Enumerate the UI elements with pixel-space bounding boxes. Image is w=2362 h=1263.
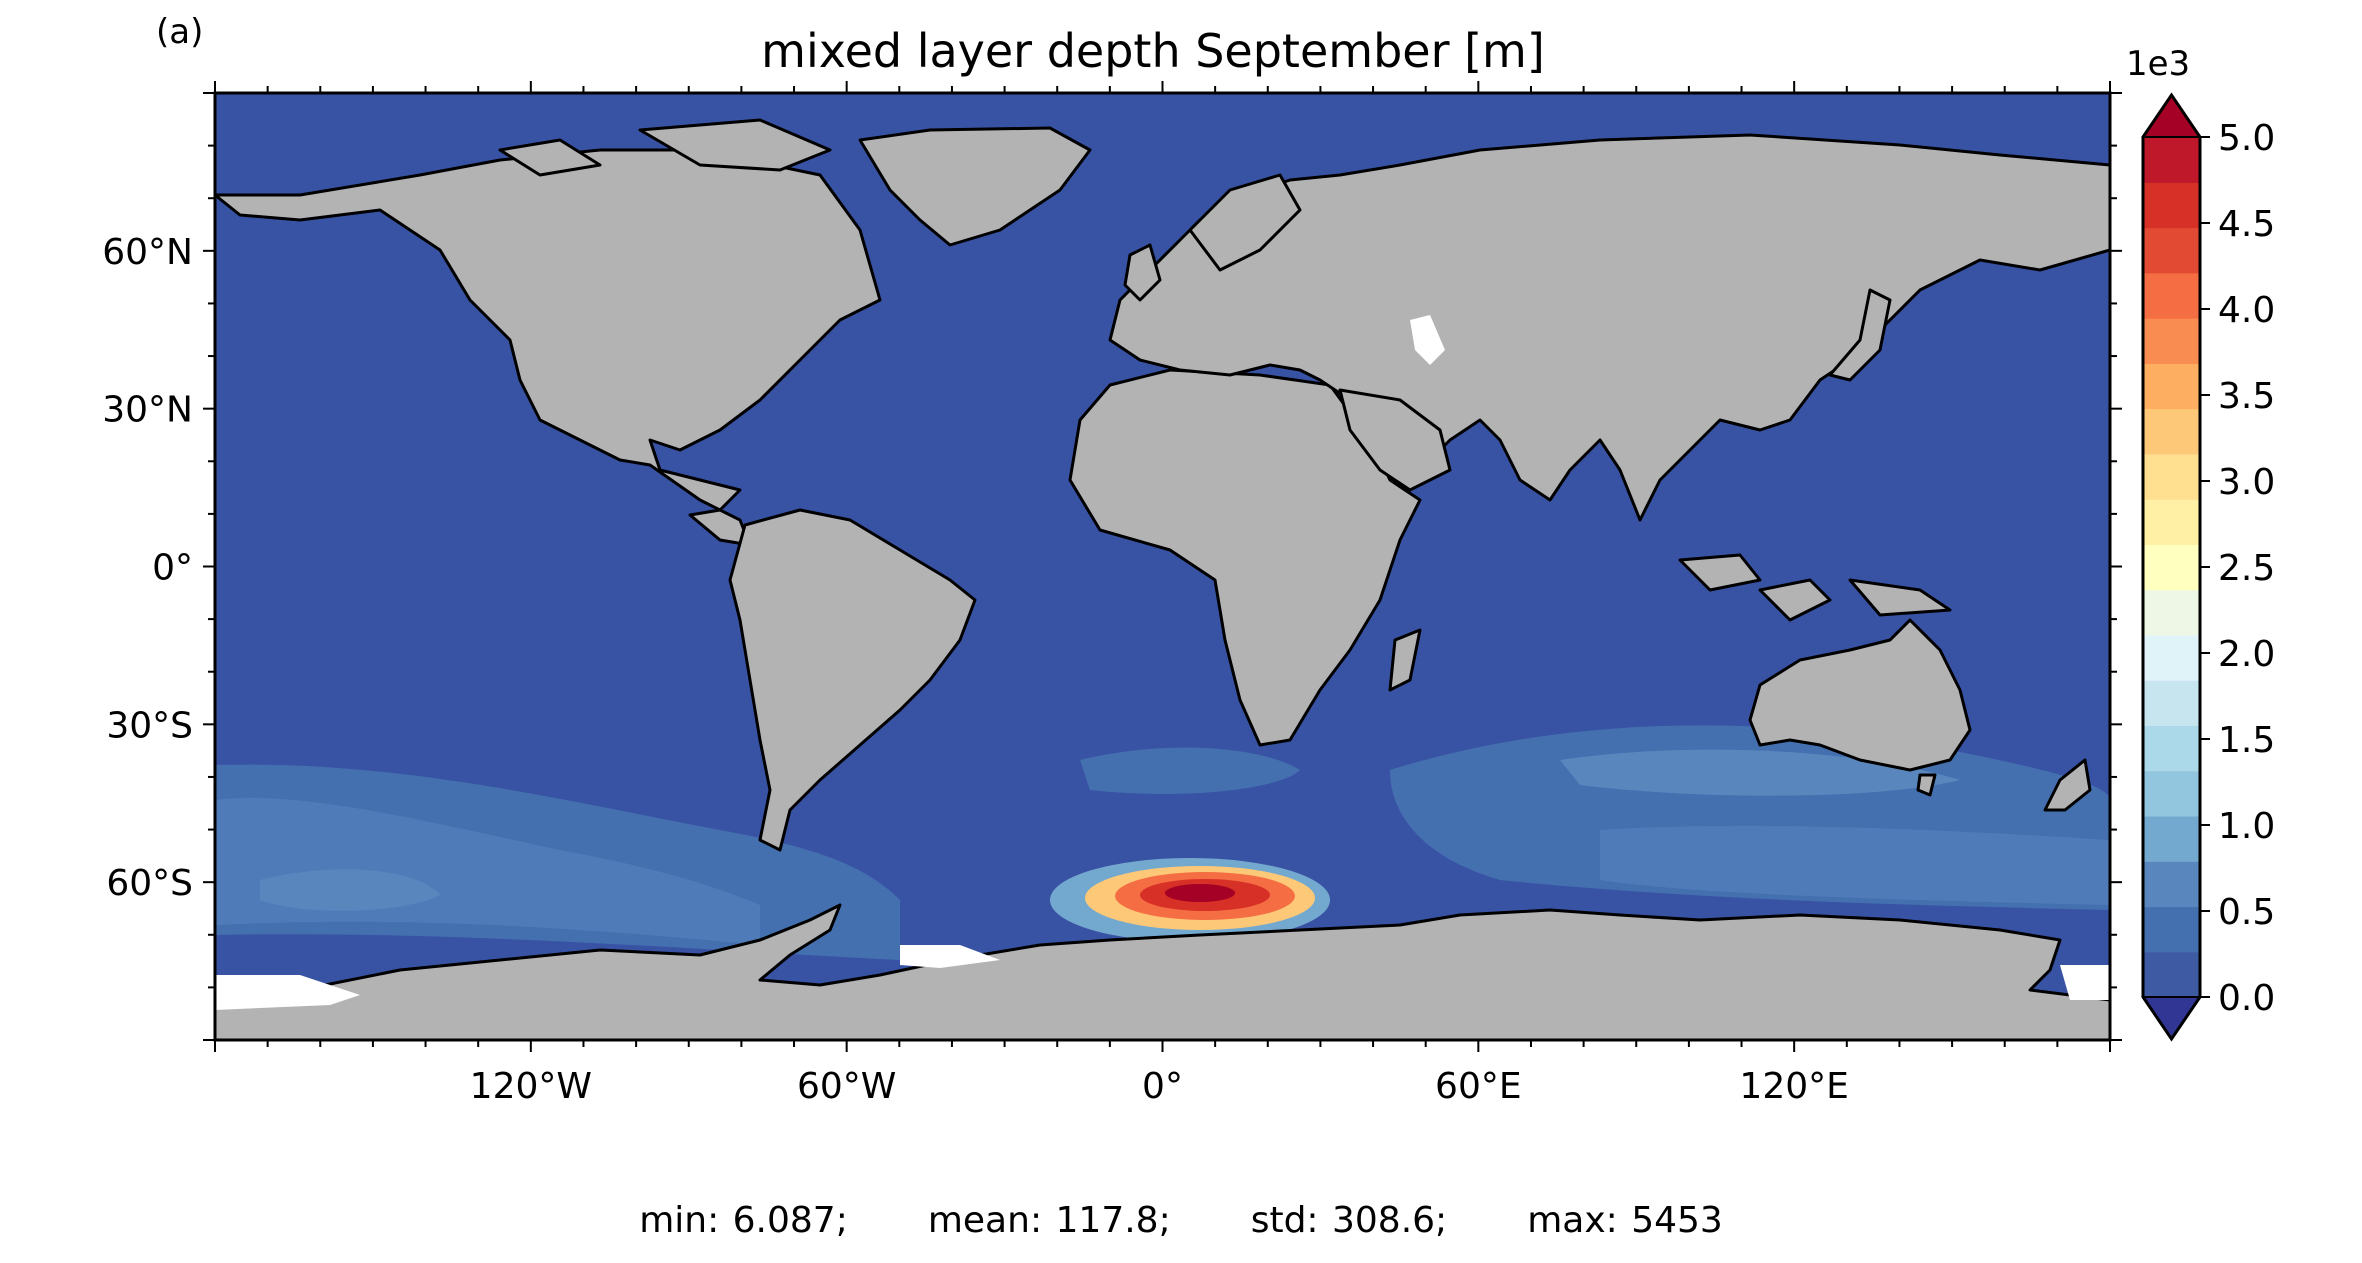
colorbar-segment — [2143, 634, 2200, 681]
colorbar-tick-label: 3.5 — [2218, 376, 2275, 417]
colorbar-segment — [2143, 725, 2200, 772]
lon-tick-label: 0° — [1142, 1066, 1183, 1107]
lat-tick-label: 30°S — [106, 705, 193, 746]
panel-label: (a) — [156, 12, 204, 52]
colorbar-segment — [2143, 906, 2200, 953]
colorbar-tick-label: 4.0 — [2218, 290, 2275, 331]
antarctica — [215, 903, 2110, 1040]
land-masses — [215, 118, 2110, 1040]
lon-tick-label: 60°E — [1435, 1066, 1522, 1107]
north-america — [215, 148, 882, 547]
stat-std: std: 308.6; — [1250, 1200, 1448, 1241]
colorbar-extend-min — [2141, 996, 2202, 1041]
colorbar-tick-label: 3.0 — [2218, 462, 2275, 503]
sea-ice-gaps — [215, 315, 2110, 1010]
weddell-sea-hotspot — [1050, 858, 1330, 942]
greenland — [858, 126, 1092, 247]
colorbar-segment — [2143, 770, 2200, 817]
colorbar-segment — [2143, 137, 2200, 183]
map-title: mixed layer depth September [m] — [761, 24, 1545, 78]
axis-ticks: 120°W 60°W 0° 60°E 120°E 60°N 30°N 0° 30°S 60°S — [102, 81, 2122, 1107]
colorbar-tick-label: 5.0 — [2218, 118, 2275, 159]
colorbar-segment — [2143, 227, 2200, 274]
colorbar: 5.0 4.5 4.0 3.5 3.0 2.5 2.0 1.5 1.0 0.5 0.0 — [2141, 92, 2275, 1042]
map-area — [215, 93, 2110, 1040]
colorbar-tick-label: 4.5 — [2218, 204, 2275, 245]
stat-mean: mean: 117.8; — [927, 1200, 1171, 1241]
lat-tick-label: 60°N — [102, 232, 193, 273]
colorbar-tick-label: 1.0 — [2218, 806, 2275, 847]
colorbar-segment — [2143, 544, 2200, 591]
lat-tick-label: 0° — [152, 548, 193, 589]
colorbar-tick-label: 0.0 — [2218, 978, 2275, 1019]
lon-tick-label: 120°W — [470, 1066, 592, 1107]
statistics-line: min: 6.087; mean: 117.8; std: 308.6; max: 5… — [0, 1200, 2362, 1241]
colorbar-segment — [2143, 861, 2200, 908]
lat-tick-label: 60°S — [106, 863, 193, 904]
stat-min: min: 6.087; — [639, 1200, 848, 1241]
lon-tick-label: 60°W — [797, 1066, 896, 1107]
colorbar-segment — [2143, 272, 2200, 319]
stat-max: max: 5453 — [1527, 1200, 1723, 1241]
colorbar-tick-label: 0.5 — [2218, 892, 2275, 933]
colorbar-segment — [2143, 680, 2200, 727]
colorbar-exponent-label: 1e3 — [2126, 44, 2191, 84]
southern-ocean-mld-band — [215, 725, 2110, 960]
colorbar-extend-max — [2141, 93, 2202, 138]
lon-tick-label: 120°E — [1739, 1066, 1848, 1107]
colorbar-segment — [2143, 589, 2200, 636]
colorbar-segment — [2143, 951, 2200, 998]
colorbar-segment — [2143, 363, 2200, 410]
colorbar-segment — [2143, 318, 2200, 364]
south-america — [728, 508, 977, 852]
lat-tick-label: 30°N — [102, 390, 193, 431]
colorbar-tick-label: 1.5 — [2218, 720, 2275, 761]
australia — [1748, 618, 1972, 772]
colorbar-segment — [2143, 182, 2200, 229]
colorbar-segment — [2143, 453, 2200, 500]
colorbar-tick-label: 2.0 — [2218, 634, 2275, 675]
colorbar-segment — [2143, 408, 2200, 455]
colorbar-segment — [2143, 815, 2200, 862]
colorbar-tick-label: 2.5 — [2218, 548, 2275, 589]
colorbar-segment — [2143, 499, 2200, 545]
